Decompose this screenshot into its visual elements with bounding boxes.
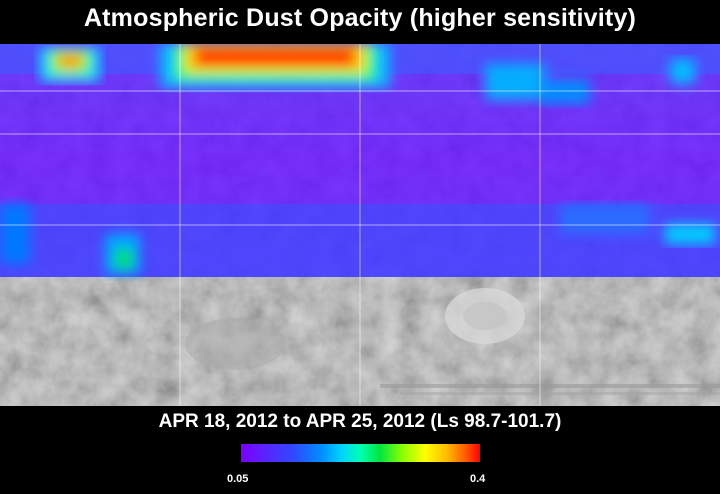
colorbar-min-label: 0.05 [227,473,249,485]
colorbar-max-label: 0.4 [470,473,486,485]
opacity-colorbar [241,444,480,462]
map-grid [0,44,720,406]
date-range-label: APR 18, 2012 to APR 25, 2012 (Ls 98.7-10… [158,411,562,432]
dust-opacity-map [0,44,720,406]
map-title: Atmospheric Dust Opacity (higher sensiti… [83,4,637,32]
